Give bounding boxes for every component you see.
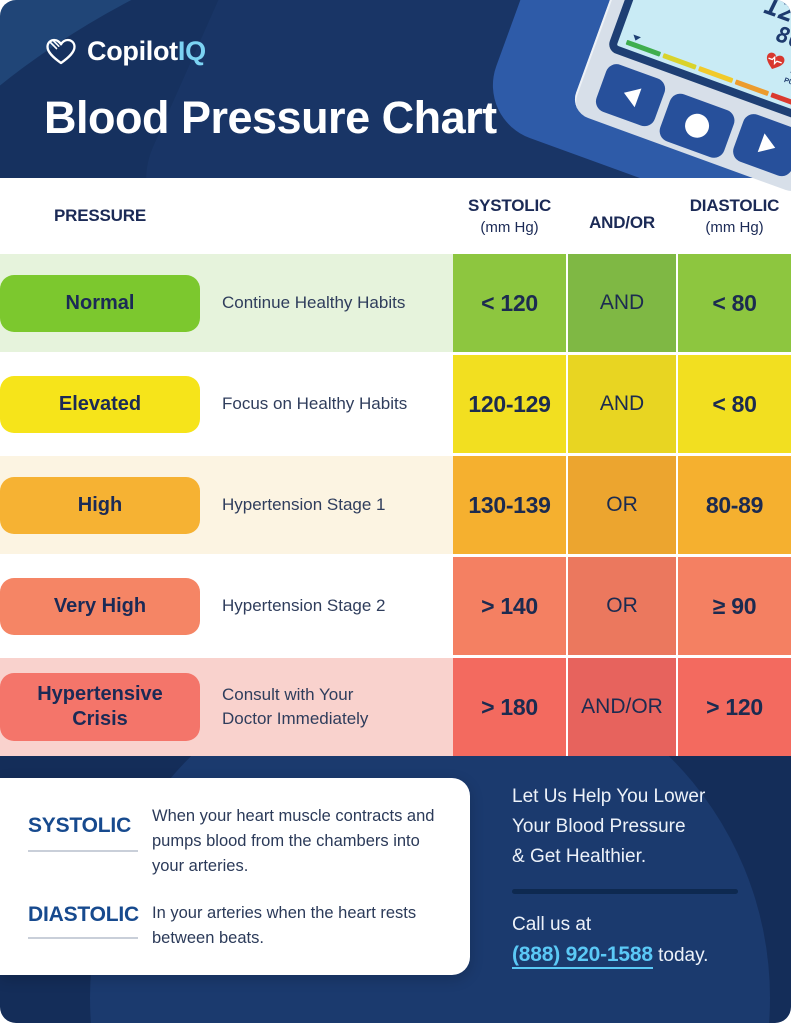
heart-pulse-icon [761, 49, 788, 77]
footer: SYSTOLIC When your heart muscle contract… [0, 756, 791, 1023]
cta-call-suffix: today. [658, 945, 709, 966]
diastolic-underline [28, 937, 138, 939]
column-header-andor: AND/OR [589, 213, 655, 232]
definition-systolic: SYSTOLIC When your heart muscle contract… [28, 804, 446, 879]
systolic-definition: When your heart muscle contracts and pum… [152, 807, 435, 875]
category-pill: Normal [0, 274, 200, 332]
right-arrow-icon [757, 133, 779, 158]
diastolic-value: 80-89 [678, 456, 791, 554]
systolic-term: SYSTOLIC [28, 814, 132, 837]
row-description: Hypertension Stage 1 [200, 456, 453, 554]
left-arrow-icon [620, 83, 641, 108]
phone-link[interactable]: (888) 920-1588 [512, 943, 653, 969]
logo-accent: IQ [177, 36, 206, 66]
connector-value: AND [566, 355, 678, 453]
bp-table: PRESSURE SYSTOLIC (mm Hg) AND/OR DIASTOLI… [0, 178, 791, 756]
table-header-row: PRESSURE SYSTOLIC (mm Hg) AND/OR DIASTOLI… [0, 178, 791, 254]
table-row-elevated: Elevated Focus on Healthy Habits 120-129… [0, 355, 791, 453]
cta-headline: Let Us Help You Lower Your Blood Pressur… [512, 786, 706, 867]
diastolic-definition: In your arteries when the heart rests be… [152, 904, 417, 947]
diastolic-value: > 120 [678, 658, 791, 756]
row-description: Focus on Healthy Habits [200, 355, 453, 453]
cta-phone-line: (888) 920-1588 today. [512, 943, 738, 969]
connector-value: OR [566, 557, 678, 655]
category-pill: Elevated [0, 375, 200, 433]
category-pill: High [0, 476, 200, 534]
connector-value: AND/OR [566, 658, 678, 756]
circle-button-icon [681, 110, 713, 142]
monitor-body: 120 SYSmmHg 80 DIAmmHg 70 [569, 0, 791, 197]
definition-diastolic: DIASTOLIC In your arteries when the hear… [28, 901, 446, 951]
table-row-high: High Hypertension Stage 1 130-139 OR 80-… [0, 456, 791, 554]
lcd-pulse-row: 70 PUL/MIN [631, 0, 791, 93]
column-header-diastolic: DIASTOLIC (mm Hg) [689, 196, 780, 236]
column-header-systolic: SYSTOLIC (mm Hg) [467, 196, 552, 236]
table-row-hypertensive-crisis: Hypertensive Crisis Consult with Your Do… [0, 658, 791, 756]
diastolic-value: < 80 [678, 355, 791, 453]
cta-call-prefix: Call us at [512, 914, 592, 935]
cta-section: Let Us Help You Lower Your Blood Pressur… [512, 782, 738, 969]
connector-value: AND [566, 254, 678, 352]
logo-wordmark: CopilotIQ [87, 36, 206, 66]
monitor-left-arrow-button [592, 61, 669, 130]
systolic-underline [28, 850, 138, 852]
systolic-value: 120-129 [453, 355, 566, 453]
category-pill: Very High [0, 577, 200, 635]
monitor-lcd-screen: 120 SYSmmHg 80 DIAmmHg 70 [606, 0, 791, 127]
row-description: Consult with Your Doctor Immediately [200, 658, 453, 756]
row-description: Continue Healthy Habits [200, 254, 453, 352]
copilotiq-logo: CopilotIQ [44, 36, 206, 67]
diastolic-value: < 80 [678, 254, 791, 352]
definitions-card: SYSTOLIC When your heart muscle contract… [0, 778, 470, 975]
column-header-pressure: PRESSURE [54, 206, 146, 225]
connector-value: OR [566, 456, 678, 554]
table-row-very-high: Very High Hypertension Stage 2 > 140 OR … [0, 557, 791, 655]
heart-logo-icon [44, 37, 78, 67]
category-pill: Hypertensive Crisis [0, 673, 200, 741]
table-row-normal: Normal Continue Healthy Habits < 120 AND… [0, 254, 791, 352]
diastolic-term: DIASTOLIC [28, 903, 139, 926]
diastolic-value: ≥ 90 [678, 557, 791, 655]
row-description: Hypertension Stage 2 [200, 557, 453, 655]
page-title: Blood Pressure Chart [44, 92, 497, 143]
lcd-pulse-label: PUL/MIN [782, 77, 791, 94]
bp-monitor-illustration: 120 SYSmmHg 80 DIAmmHg 70 [569, 0, 791, 197]
systolic-value: > 180 [453, 658, 566, 756]
systolic-value: > 140 [453, 557, 566, 655]
monitor-right-arrow-button [730, 111, 791, 180]
systolic-value: < 120 [453, 254, 566, 352]
lcd-range-indicator [631, 34, 641, 42]
systolic-value: 130-139 [453, 456, 566, 554]
cta-divider [512, 889, 738, 894]
